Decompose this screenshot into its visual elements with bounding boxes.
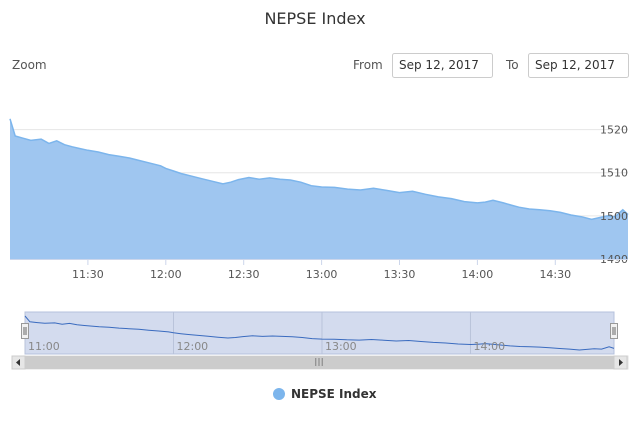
to-label: To <box>505 58 519 72</box>
navigator-tick-label: 12:00 <box>176 340 208 353</box>
x-tick-label: 13:00 <box>306 268 338 281</box>
from-date-input[interactable]: Sep 12, 2017 <box>399 58 479 72</box>
zoom-label: Zoom <box>12 58 47 72</box>
series-area[interactable] <box>10 118 628 259</box>
x-tick-label: 12:00 <box>150 268 182 281</box>
navigator-tick-label: 11:00 <box>28 340 60 353</box>
x-tick-label: 11:30 <box>72 268 104 281</box>
from-date-input-box[interactable] <box>392 53 493 78</box>
x-axis: 11:30 12:00 12:30 13:00 13:30 14:00 14:30 <box>10 259 628 281</box>
y-tick-label: 1520 <box>600 124 628 137</box>
to-date-input[interactable]: Sep 12, 2017 <box>535 58 615 72</box>
x-tick-label: 14:00 <box>462 268 494 281</box>
scroll-left-arrow-icon <box>16 359 20 366</box>
navigator-series-line <box>24 315 615 351</box>
legend[interactable]: NEPSE Index <box>273 387 377 401</box>
x-tick-label: 14:30 <box>539 268 571 281</box>
navigator-selection[interactable] <box>24 311 615 355</box>
y-tick-label: 1500 <box>600 210 628 223</box>
series-line[interactable] <box>9 118 629 221</box>
y-tick-label: 1510 <box>600 167 628 180</box>
from-label: From <box>353 58 383 72</box>
x-tick-label: 12:30 <box>228 268 260 281</box>
chart-title: NEPSE Index <box>264 9 365 28</box>
x-tick-label: 13:30 <box>384 268 416 281</box>
to-date-input-box[interactable] <box>528 53 629 78</box>
navigator-tick-label: 13:00 <box>325 340 357 353</box>
navigator[interactable]: 11:00 12:00 13:00 14:00 <box>21 311 618 355</box>
scrollbar-thumb[interactable] <box>25 356 614 369</box>
navigator-right-handle[interactable] <box>610 323 618 339</box>
navigator-left-handle[interactable] <box>21 323 29 339</box>
navigator-tick-label: 14:00 <box>473 340 505 353</box>
scroll-right-arrow-icon <box>619 359 623 366</box>
scrollbar-grip[interactable]: III <box>314 356 324 369</box>
scrollbar[interactable]: III <box>11 355 629 370</box>
legend-marker <box>273 388 285 400</box>
legend-item-nepse-index[interactable]: NEPSE Index <box>291 387 377 401</box>
navigator-x-axis: 11:00 12:00 13:00 14:00 <box>28 340 505 353</box>
